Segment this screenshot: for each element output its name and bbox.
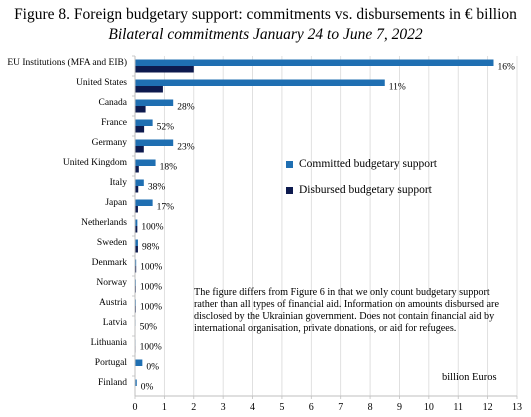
chart-subtitle: Bilateral commitments January 24 to June… <box>108 26 423 43</box>
bars <box>135 59 494 386</box>
legend: Committed budgetary support Disbursed bu… <box>286 158 437 210</box>
bar-committed <box>135 179 144 186</box>
category-label: Latvia <box>103 318 128 328</box>
data-label: 38% <box>148 183 166 193</box>
data-label: 28% <box>177 103 195 113</box>
category-label: Lithuania <box>91 338 128 348</box>
legend-swatch-disbursed <box>286 186 293 194</box>
x-tick-label: 0 <box>133 402 138 413</box>
category-label: Norway <box>96 278 127 288</box>
data-label: 50% <box>140 323 158 333</box>
legend-item-disbursed: Disbursed budgetary support <box>286 184 437 196</box>
bar-committed <box>135 119 153 126</box>
category-label: Germany <box>92 138 128 148</box>
bar-disbursed <box>135 246 138 253</box>
chart-note: The figure differs from Figure 6 in that… <box>194 287 524 335</box>
x-tick-label: 6 <box>309 402 314 413</box>
x-tick-label: 3 <box>221 402 226 413</box>
gridlines <box>163 56 518 396</box>
bar-disbursed <box>135 66 194 73</box>
data-label: 100% <box>140 343 162 353</box>
x-tick-label: 9 <box>397 402 402 413</box>
category-label: Portugal <box>95 358 128 368</box>
category-label: France <box>101 118 127 128</box>
bar-committed <box>135 79 385 86</box>
category-label: Sweden <box>97 238 127 248</box>
bar-disbursed <box>135 186 139 193</box>
data-label: 52% <box>157 123 175 133</box>
x-tick-label: 8 <box>368 402 373 413</box>
chart-note-line: international organisation, private dona… <box>194 323 457 334</box>
bar-committed <box>135 99 174 106</box>
category-label: Denmark <box>92 258 128 268</box>
category-label: Italy <box>110 178 128 188</box>
x-tick-label: 2 <box>191 402 196 413</box>
bar-disbursed <box>135 166 139 173</box>
x-tick-label: 7 <box>338 402 343 413</box>
data-label: 0% <box>141 383 154 393</box>
data-label: 100% <box>140 283 162 293</box>
data-label: 100% <box>141 223 163 233</box>
labels: EU Institutions (MFA and EIB) 16% United S… <box>7 57 515 393</box>
bar-committed <box>135 219 138 226</box>
x-tick-label: 13 <box>512 402 522 413</box>
chart-note-line: The figure differs from Figure 6 in that… <box>194 287 490 298</box>
data-label: 98% <box>142 243 160 253</box>
x-tick-label: 1 <box>162 402 167 413</box>
bar-committed <box>135 139 174 146</box>
category-label: Austria <box>99 298 128 308</box>
data-label: 16% <box>497 63 515 73</box>
x-tick-label: 12 <box>483 402 493 413</box>
data-label: 11% <box>389 83 406 93</box>
category-label: EU Institutions (MFA and EIB) <box>7 57 127 68</box>
data-label: 100% <box>140 303 162 313</box>
data-label: 0% <box>146 363 159 373</box>
category-label: Canada <box>99 98 128 108</box>
legend-label-disbursed: Disbursed budgetary support <box>299 184 432 196</box>
bar-committed <box>135 259 137 266</box>
data-label: 18% <box>160 163 178 173</box>
bar-disbursed <box>135 206 138 213</box>
data-label: 100% <box>140 263 162 273</box>
data-label: 17% <box>157 203 175 213</box>
legend-item-committed: Committed budgetary support <box>286 158 437 170</box>
chart-title: Figure 8. Foreign budgetary support: com… <box>14 6 517 23</box>
bar-disbursed <box>135 106 146 113</box>
bar-committed <box>135 379 137 386</box>
bar-committed <box>135 59 494 66</box>
bar-committed <box>135 159 156 166</box>
bar-disbursed <box>135 266 137 273</box>
x-tick-label: 4 <box>250 402 255 413</box>
category-label: United States <box>76 78 127 88</box>
category-label: Finland <box>98 378 127 388</box>
bar-committed <box>135 239 138 246</box>
category-label: United Kingdom <box>63 158 128 168</box>
bar-committed <box>135 199 153 206</box>
bar-disbursed <box>135 226 138 233</box>
bar-disbursed <box>135 86 163 93</box>
legend-label-committed: Committed budgetary support <box>299 158 437 170</box>
bar-committed <box>135 359 143 366</box>
unit-label: billion Euros <box>442 372 497 383</box>
bar-disbursed <box>135 126 145 133</box>
legend-swatch-committed <box>286 160 293 168</box>
data-label: 23% <box>177 143 195 153</box>
chart-note-line: rather than all types of financial aid. … <box>194 299 499 310</box>
axes: 0 1 2 3 4 5 6 7 8 9 10 11 12 13 <box>132 55 522 413</box>
x-tick-label: 11 <box>453 402 463 413</box>
chart-note-line: disclosed by the Ukrainian government. D… <box>194 311 495 322</box>
x-tick-label: 5 <box>279 402 284 413</box>
category-label: Netherlands <box>81 218 127 228</box>
bar-disbursed <box>135 146 144 153</box>
x-tick-label: 10 <box>424 402 434 413</box>
category-label: Japan <box>105 198 127 208</box>
